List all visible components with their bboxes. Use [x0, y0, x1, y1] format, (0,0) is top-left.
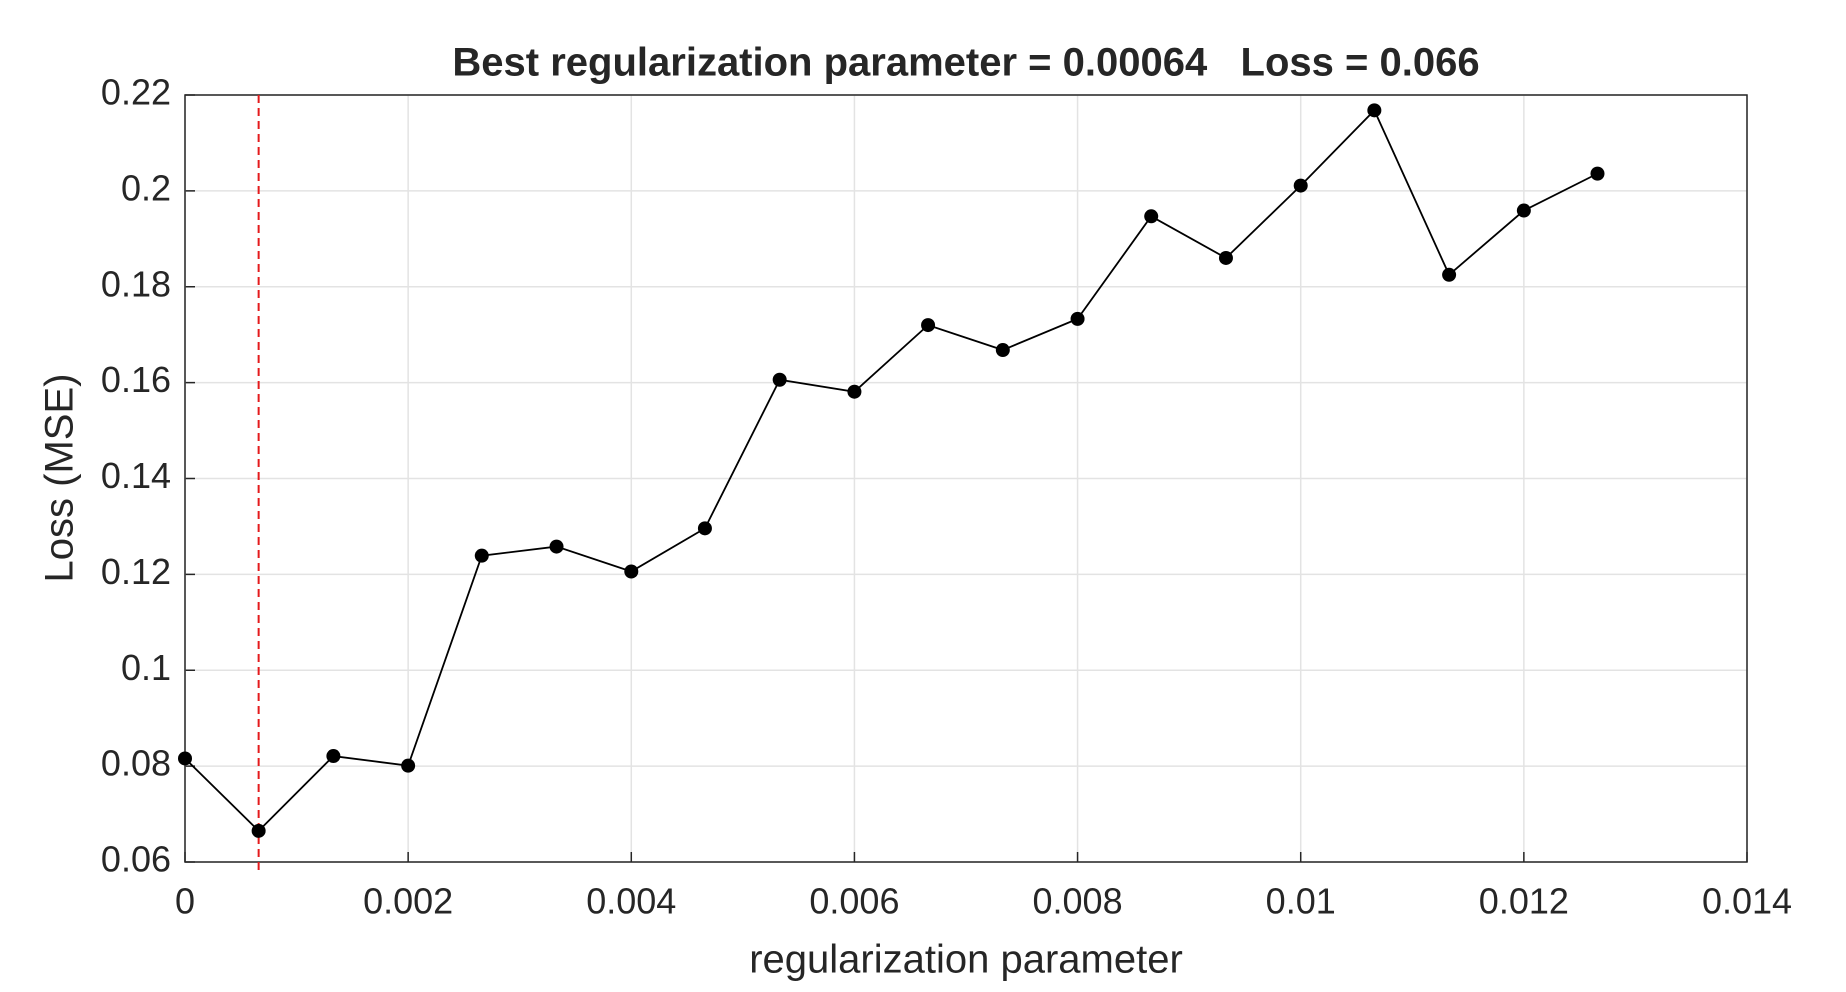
x-tick-label: 0.004	[586, 881, 676, 922]
x-tick-label: 0.01	[1266, 881, 1336, 922]
y-tick-label: 0.22	[101, 72, 171, 113]
data-point	[1144, 209, 1159, 224]
x-tick-label: 0.006	[809, 881, 899, 922]
chart-title: Best regularization parameter = 0.00064 …	[452, 41, 1479, 85]
data-point	[772, 372, 787, 387]
data-point	[1516, 203, 1531, 218]
x-axis-label: regularization parameter	[749, 938, 1183, 982]
y-tick-label: 0.12	[101, 551, 171, 592]
data-point	[1442, 267, 1457, 282]
data-point	[401, 758, 416, 773]
y-tick-label: 0.16	[101, 359, 171, 400]
x-tick-label: 0.012	[1479, 881, 1569, 922]
data-point	[624, 564, 639, 579]
x-tick-label: 0.014	[1702, 881, 1792, 922]
y-tick-label: 0.18	[101, 263, 171, 304]
data-line	[184, 108, 1598, 833]
data-point	[1367, 103, 1382, 118]
data-point	[251, 823, 266, 838]
y-axis-label: Loss (MSE)	[38, 374, 82, 583]
data-point	[697, 521, 712, 536]
data-point	[1070, 311, 1085, 326]
data-point	[1218, 250, 1233, 265]
data-point	[474, 548, 489, 563]
x-tick-label: 0.002	[363, 881, 453, 922]
plot-frame	[184, 94, 1748, 863]
x-tick-label: 0	[175, 881, 195, 922]
data-point	[549, 539, 564, 554]
data-point	[178, 751, 192, 766]
data-point	[1293, 178, 1308, 193]
data-point	[921, 318, 936, 333]
data-point	[326, 749, 341, 764]
y-tick-label: 0.06	[101, 839, 171, 880]
y-tick-label: 0.14	[101, 455, 171, 496]
data-point	[995, 343, 1010, 358]
y-tick-label: 0.1	[121, 647, 171, 688]
data-point	[1590, 166, 1605, 181]
x-tick-label: 0.008	[1033, 881, 1123, 922]
y-tick-label: 0.08	[101, 743, 171, 784]
data-point	[847, 384, 862, 399]
y-tick-label: 0.2	[121, 167, 171, 208]
